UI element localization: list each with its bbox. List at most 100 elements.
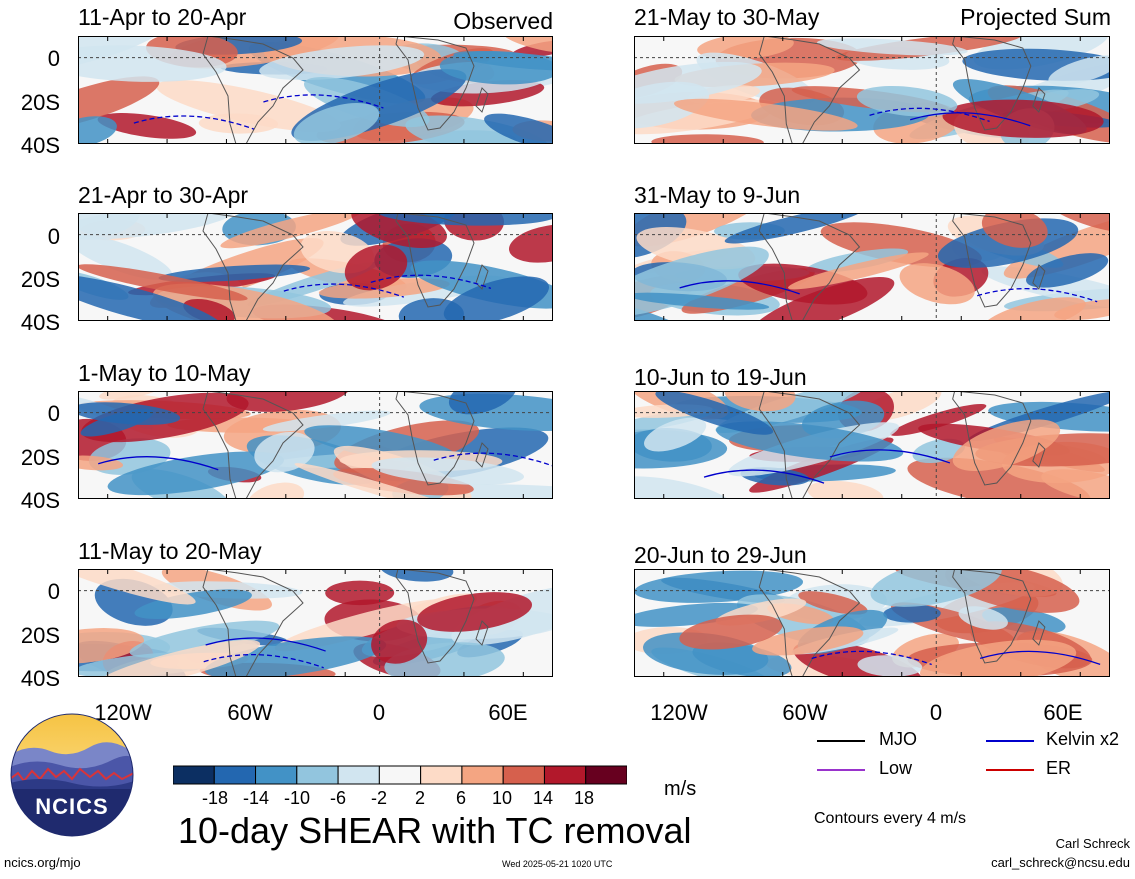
shear-anomaly-blob — [952, 419, 1061, 472]
colorbar-box-3 — [296, 765, 339, 785]
colorbar-label-18: 18 — [573, 788, 595, 808]
legend-label-kelvin: Kelvin x2 — [1046, 729, 1120, 749]
map-frame — [78, 36, 553, 144]
x-tick-60w-right: 60W — [782, 700, 828, 725]
colorbar-box-4 — [337, 765, 380, 785]
south-america-outline — [202, 213, 304, 321]
x-tick-60w-left: 60W — [227, 700, 273, 725]
map-frame — [78, 569, 553, 677]
y-tick-20s-p2: 20S — [20, 267, 60, 292]
colorbar — [173, 765, 627, 785]
kelvin-contour — [679, 280, 800, 295]
shear-anomaly-blob — [484, 113, 553, 144]
shear-anomaly-blob — [220, 213, 362, 249]
kelvin-contour — [203, 653, 324, 669]
shear-anomaly-blob — [1041, 469, 1110, 499]
south-america-outline — [202, 569, 304, 677]
kelvin-contour — [703, 469, 825, 484]
madagascar-outline — [475, 620, 489, 646]
shear-anomaly-blob — [97, 113, 197, 139]
shear-anomaly-blob — [899, 263, 975, 305]
panel-title-5: 21-May to 30-May — [634, 4, 820, 30]
shear-anomaly-blob — [907, 457, 1091, 499]
shear-anomaly-blob — [752, 626, 864, 656]
shear-anomaly-blob — [651, 134, 764, 144]
x-tick-0-left: 0 — [372, 700, 386, 725]
shear-anomaly-blob — [294, 463, 469, 499]
shear-anomaly-blob — [78, 234, 173, 280]
shear-anomaly-blob — [325, 580, 395, 606]
shear-anomaly-blob — [259, 45, 425, 81]
colorbar-box-8 — [502, 765, 545, 785]
shear-anomaly-blob — [134, 589, 252, 619]
colorbar-label-m6: -6 — [329, 788, 346, 808]
shear-anomaly-blob — [502, 36, 553, 54]
shear-anomaly-blob — [371, 457, 525, 485]
south-america-outline — [758, 569, 861, 677]
shear-anomaly-blob — [856, 85, 958, 117]
shear-anomaly-blob — [673, 98, 858, 131]
shear-anomaly-blob — [78, 402, 181, 425]
shear-anomaly-blob — [634, 61, 762, 104]
colorbar-box-0 — [173, 765, 215, 785]
shear-anomaly-blob — [417, 592, 532, 632]
projected-sum-label: Projected Sum — [960, 4, 1111, 30]
madagascar-outline — [1032, 87, 1046, 113]
kelvin-contour — [829, 449, 951, 464]
kelvin-contour — [977, 288, 1098, 303]
colorbar-box-2 — [255, 765, 298, 785]
timestamp: Wed 2025-05-21 1020 UTC — [502, 859, 613, 869]
colorbar-box-7 — [461, 765, 504, 785]
shear-anomaly-blob — [1026, 253, 1109, 288]
map-panel-1 — [78, 36, 553, 144]
africa-outline — [952, 569, 1032, 664]
shear-anomaly-blob — [982, 297, 1086, 321]
map-panel-7 — [634, 391, 1110, 499]
kelvin-contour — [283, 283, 405, 298]
south-america-outline — [202, 391, 304, 499]
madagascar-outline — [475, 264, 489, 290]
africa-outline — [395, 36, 475, 131]
shear-anomaly-blob — [857, 655, 923, 677]
shear-anomaly-blob — [634, 295, 702, 321]
shear-anomaly-blob — [293, 102, 380, 144]
colorbar-box-1 — [213, 765, 257, 785]
kelvin-contour — [98, 455, 219, 471]
legend-line-mjo — [817, 740, 865, 742]
units-label: m/s — [664, 778, 697, 800]
y-tick-40s-p4: 40S — [20, 666, 60, 691]
kelvin-contour — [205, 637, 326, 652]
panel-title-4: 11-May to 20-May — [78, 538, 262, 564]
shear-anomaly-blob — [724, 213, 867, 244]
shear-anomaly-blob — [78, 628, 145, 664]
x-tick-120w-right: 120W — [650, 700, 708, 725]
shear-anomaly-blob — [981, 213, 1048, 248]
x-tick-60e-right: 60E — [1043, 700, 1083, 725]
shear-anomaly-blob — [634, 246, 769, 317]
kelvin-contour — [133, 115, 255, 130]
map-frame — [78, 391, 553, 499]
africa-outline — [395, 213, 475, 308]
africa-outline — [395, 569, 475, 664]
site-url[interactable]: ncics.org/mjo — [4, 855, 81, 870]
panel-title-1: 11-Apr to 20-Apr — [78, 4, 247, 30]
map-frame — [634, 36, 1110, 144]
map-panel-2 — [78, 213, 553, 321]
shear-anomaly-blob — [697, 36, 794, 60]
kelvin-contour — [811, 650, 932, 666]
kelvin-contour — [869, 107, 990, 123]
madagascar-outline — [475, 442, 489, 468]
shear-anomaly-blob — [156, 80, 341, 132]
observed-label: Observed — [453, 8, 553, 34]
shear-anomaly-blob — [634, 292, 770, 310]
colorbar-label-14: 14 — [532, 788, 554, 808]
y-tick-40s-p3: 40S — [20, 488, 60, 513]
shear-anomaly-blob — [254, 431, 315, 473]
south-america-outline — [758, 391, 861, 499]
map-panel-4 — [78, 569, 553, 677]
shear-anomaly-blob — [371, 619, 428, 664]
x-tick-120w-left: 120W — [94, 700, 152, 725]
legend-label-er: ER — [1046, 758, 1072, 778]
shear-anomaly-blob — [92, 639, 261, 677]
colorbar-label-m14: -14 — [242, 788, 269, 808]
